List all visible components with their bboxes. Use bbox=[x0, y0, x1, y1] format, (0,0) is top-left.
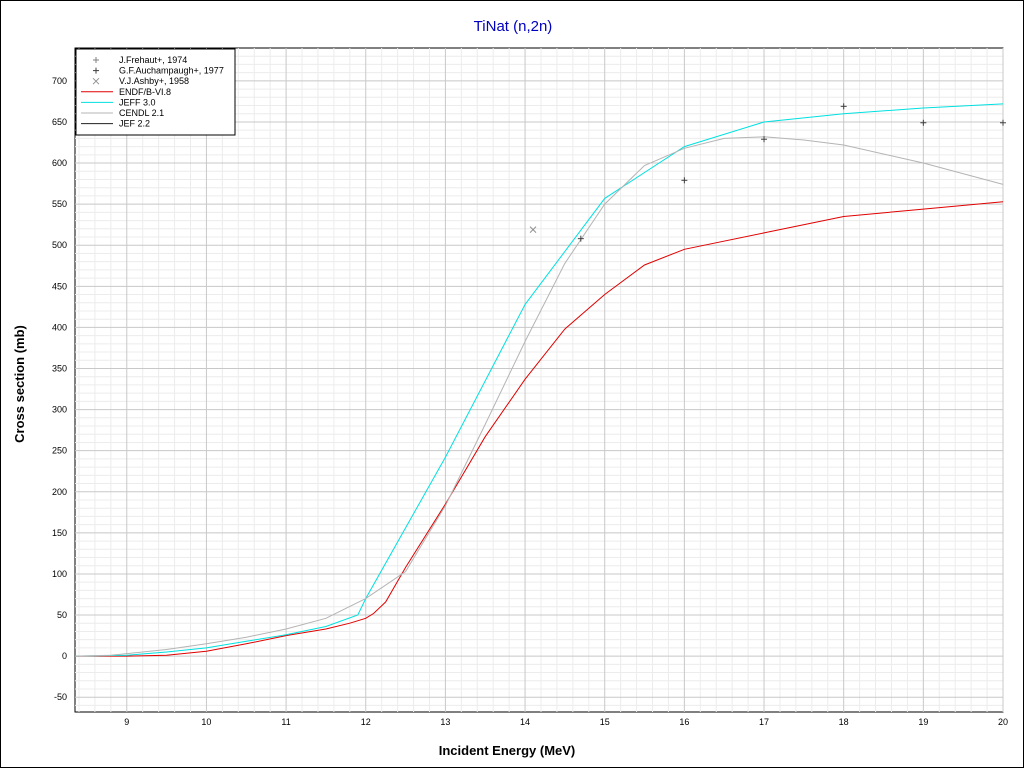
data-point bbox=[840, 103, 847, 110]
legend-label: G.F.Auchampaugh+, 1977 bbox=[119, 66, 224, 76]
y-tick-label: 50 bbox=[57, 610, 67, 620]
data-point bbox=[1000, 119, 1006, 126]
legend-item: ENDF/B-VI.8 bbox=[81, 87, 171, 97]
x-tick-label: 19 bbox=[918, 717, 928, 727]
x-tick-label: 20 bbox=[998, 717, 1008, 727]
y-tick-label: -50 bbox=[54, 692, 67, 702]
legend-label: JEF 2.2 bbox=[119, 119, 150, 129]
y-tick-label: 150 bbox=[52, 528, 67, 538]
series-line bbox=[74, 136, 1004, 657]
data-point bbox=[920, 119, 927, 126]
data-point bbox=[761, 136, 768, 143]
series-lines bbox=[74, 103, 1004, 657]
y-axis-label: Cross section (mb) bbox=[12, 325, 27, 443]
y-tick-label: 550 bbox=[52, 199, 67, 209]
legend-label: JEFF 3.0 bbox=[119, 97, 156, 107]
x-tick-label: 13 bbox=[440, 717, 450, 727]
legend-label: V.J.Ashby+, 1958 bbox=[119, 76, 189, 86]
y-tick-label: 700 bbox=[52, 76, 67, 86]
legend-label: ENDF/B-VI.8 bbox=[119, 87, 171, 97]
legend-item: G.F.Auchampaugh+, 1977 bbox=[93, 66, 224, 76]
legend-item: V.J.Ashby+, 1958 bbox=[92, 76, 189, 86]
tick-labels: 9 10 11 12 13 14 15 16 17 18 19 20 -50 0 50 100 150 200 25… bbox=[52, 76, 1008, 727]
legend-marker bbox=[92, 77, 100, 85]
y-tick-label: 450 bbox=[52, 281, 67, 291]
data-markers bbox=[529, 103, 1006, 242]
x-tick-label: 12 bbox=[361, 717, 371, 727]
data-point bbox=[529, 226, 537, 233]
x-tick-label: 18 bbox=[839, 717, 849, 727]
y-tick-label: 300 bbox=[52, 405, 67, 415]
plot-area bbox=[74, 47, 1004, 713]
y-tick-label: 0 bbox=[62, 651, 67, 661]
chart-title: TiNat (n,2n) bbox=[474, 18, 553, 35]
legend-label: J.Frehaut+, 1974 bbox=[119, 55, 187, 65]
x-tick-label: 15 bbox=[600, 717, 610, 727]
legend-marker bbox=[93, 67, 99, 74]
y-tick-label: 350 bbox=[52, 363, 67, 373]
x-tick-label: 11 bbox=[281, 717, 290, 727]
y-tick-label: 100 bbox=[52, 569, 67, 579]
y-tick-label: 650 bbox=[52, 117, 67, 127]
legend-item: CENDL 2.1 bbox=[81, 108, 164, 118]
data-point bbox=[577, 235, 584, 242]
x-tick-label: 14 bbox=[520, 717, 530, 727]
data-point bbox=[681, 177, 688, 184]
legend-marker bbox=[93, 57, 99, 63]
legend-item: J.Frehaut+, 1974 bbox=[93, 55, 187, 65]
y-tick-label: 600 bbox=[52, 158, 67, 168]
y-tick-label: 400 bbox=[52, 322, 67, 332]
y-tick-label: 250 bbox=[52, 446, 67, 456]
y-tick-label: 500 bbox=[52, 240, 67, 250]
legend-label: CENDL 2.1 bbox=[119, 108, 164, 118]
x-tick-label: 9 bbox=[124, 717, 129, 727]
series-line bbox=[75, 201, 1004, 657]
x-axis-label: Incident Energy (MeV) bbox=[439, 743, 576, 758]
x-tick-label: 17 bbox=[759, 717, 769, 727]
y-tick-label: 200 bbox=[52, 487, 67, 497]
x-tick-label: 16 bbox=[679, 717, 689, 727]
legend-item: JEF 2.2 bbox=[81, 119, 150, 129]
x-tick-label: 10 bbox=[201, 717, 211, 727]
legend-item: JEFF 3.0 bbox=[81, 97, 156, 107]
